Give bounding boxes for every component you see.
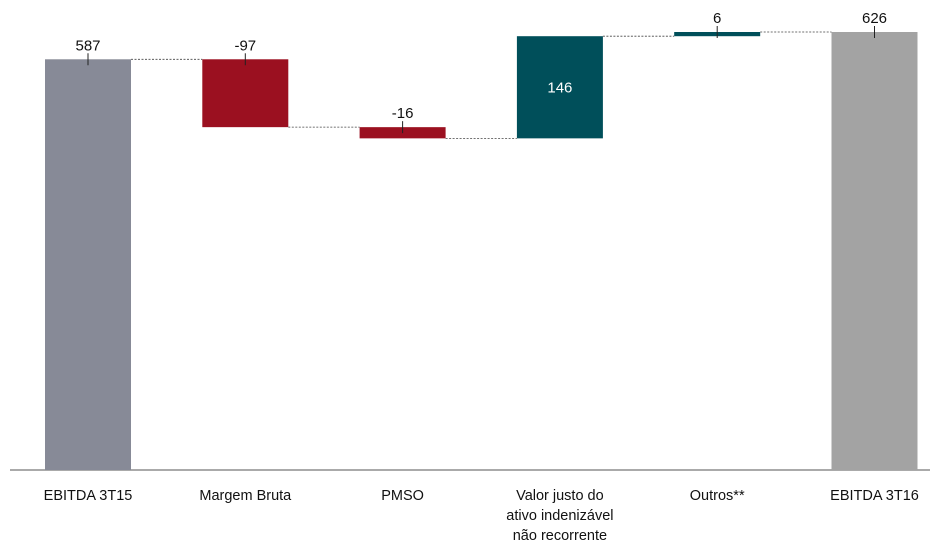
value-label: 146	[547, 79, 572, 96]
bar	[516, 36, 603, 139]
x-tick-label: EBITDA 3T15	[43, 488, 133, 504]
bar	[45, 59, 131, 471]
value-label: 626	[862, 10, 887, 27]
x-tick-label: PMSO	[381, 488, 424, 504]
value-label: 6	[713, 10, 721, 27]
x-tick-label: EBITDA 3T16	[830, 488, 919, 504]
value-label: 587	[75, 37, 100, 54]
bar	[831, 32, 918, 470]
value-label: -16	[392, 105, 414, 122]
bar	[202, 59, 289, 128]
x-tick-label: Valor justo do ativo indenizável não rec…	[506, 488, 614, 544]
x-tick-label: Outros**	[689, 488, 745, 504]
value-label: -97	[234, 37, 256, 54]
x-tick-label: Margem Bruta	[199, 488, 292, 504]
